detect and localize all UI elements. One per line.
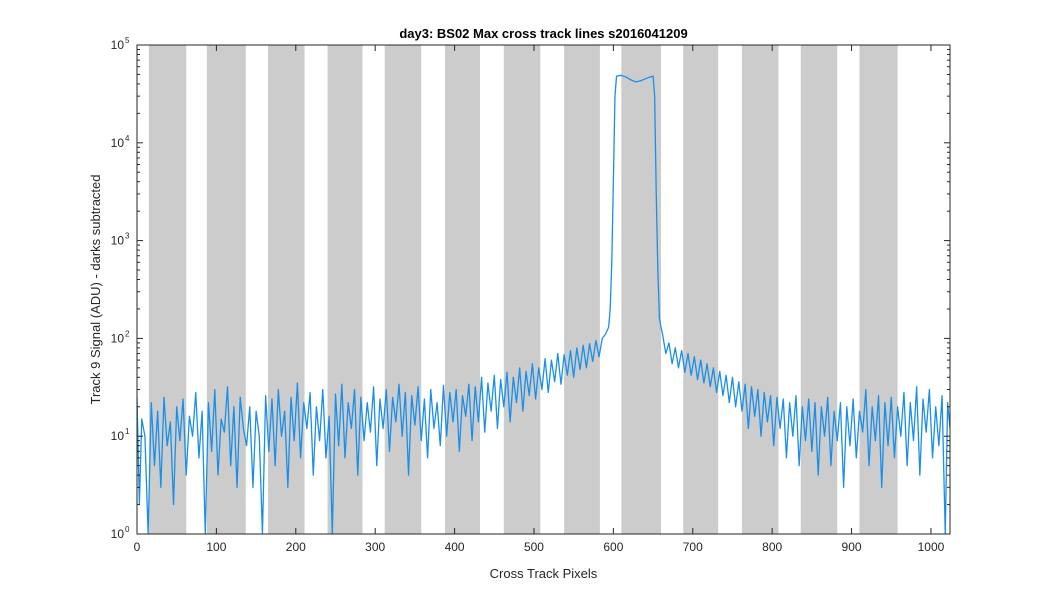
y-tick-exponent: 5 <box>125 36 130 45</box>
shaded-band <box>741 45 779 534</box>
y-tick-exponent: 4 <box>125 134 130 143</box>
x-tick-label: 100 <box>206 540 226 554</box>
shaded-band <box>621 45 662 534</box>
shaded-band <box>859 45 898 534</box>
plot-area <box>137 74 950 534</box>
y-tick-exponent: 1 <box>125 427 130 436</box>
x-axis-label: Cross Track Pixels <box>490 566 598 581</box>
x-tick-label: 900 <box>842 540 862 554</box>
x-tick-label: 400 <box>445 540 465 554</box>
plot-frame <box>136 44 951 535</box>
y-tick-exponent: 2 <box>125 329 130 338</box>
shaded-band <box>503 45 541 534</box>
y-tick-exponent: 3 <box>125 232 130 241</box>
shaded-band <box>445 45 480 534</box>
shaded-band <box>384 45 422 534</box>
shaded-band <box>206 45 246 534</box>
y-tick-label: 10 <box>111 38 125 52</box>
y-tick-label: 10 <box>111 136 125 150</box>
x-tick-label: 600 <box>603 540 623 554</box>
x-tick-label: 800 <box>762 540 782 554</box>
x-tick-label: 1000 <box>918 540 945 554</box>
y-tick-exponent: 0 <box>125 525 130 534</box>
shaded-band <box>683 45 719 534</box>
y-tick-label: 10 <box>111 331 125 345</box>
x-tick-label: 300 <box>365 540 385 554</box>
shaded-band <box>564 45 600 534</box>
series-line <box>137 74 950 534</box>
x-tick-label: 0 <box>134 540 141 554</box>
chart-title: day3: BS02 Max cross track lines s201604… <box>399 26 687 41</box>
x-tick-label: 700 <box>683 540 703 554</box>
y-tick-label: 10 <box>111 234 125 248</box>
x-axis-ticks: 0 100 200 300 400 500 600 700 800 900 1000 <box>134 45 945 554</box>
y-tick-label: 10 <box>111 527 125 541</box>
y-tick-label: 10 <box>111 429 125 443</box>
x-tick-label: 500 <box>524 540 544 554</box>
x-tick-label: 200 <box>286 540 306 554</box>
y-axis-label: Track 9 Signal (ADU) - darks subtracted <box>88 175 103 405</box>
